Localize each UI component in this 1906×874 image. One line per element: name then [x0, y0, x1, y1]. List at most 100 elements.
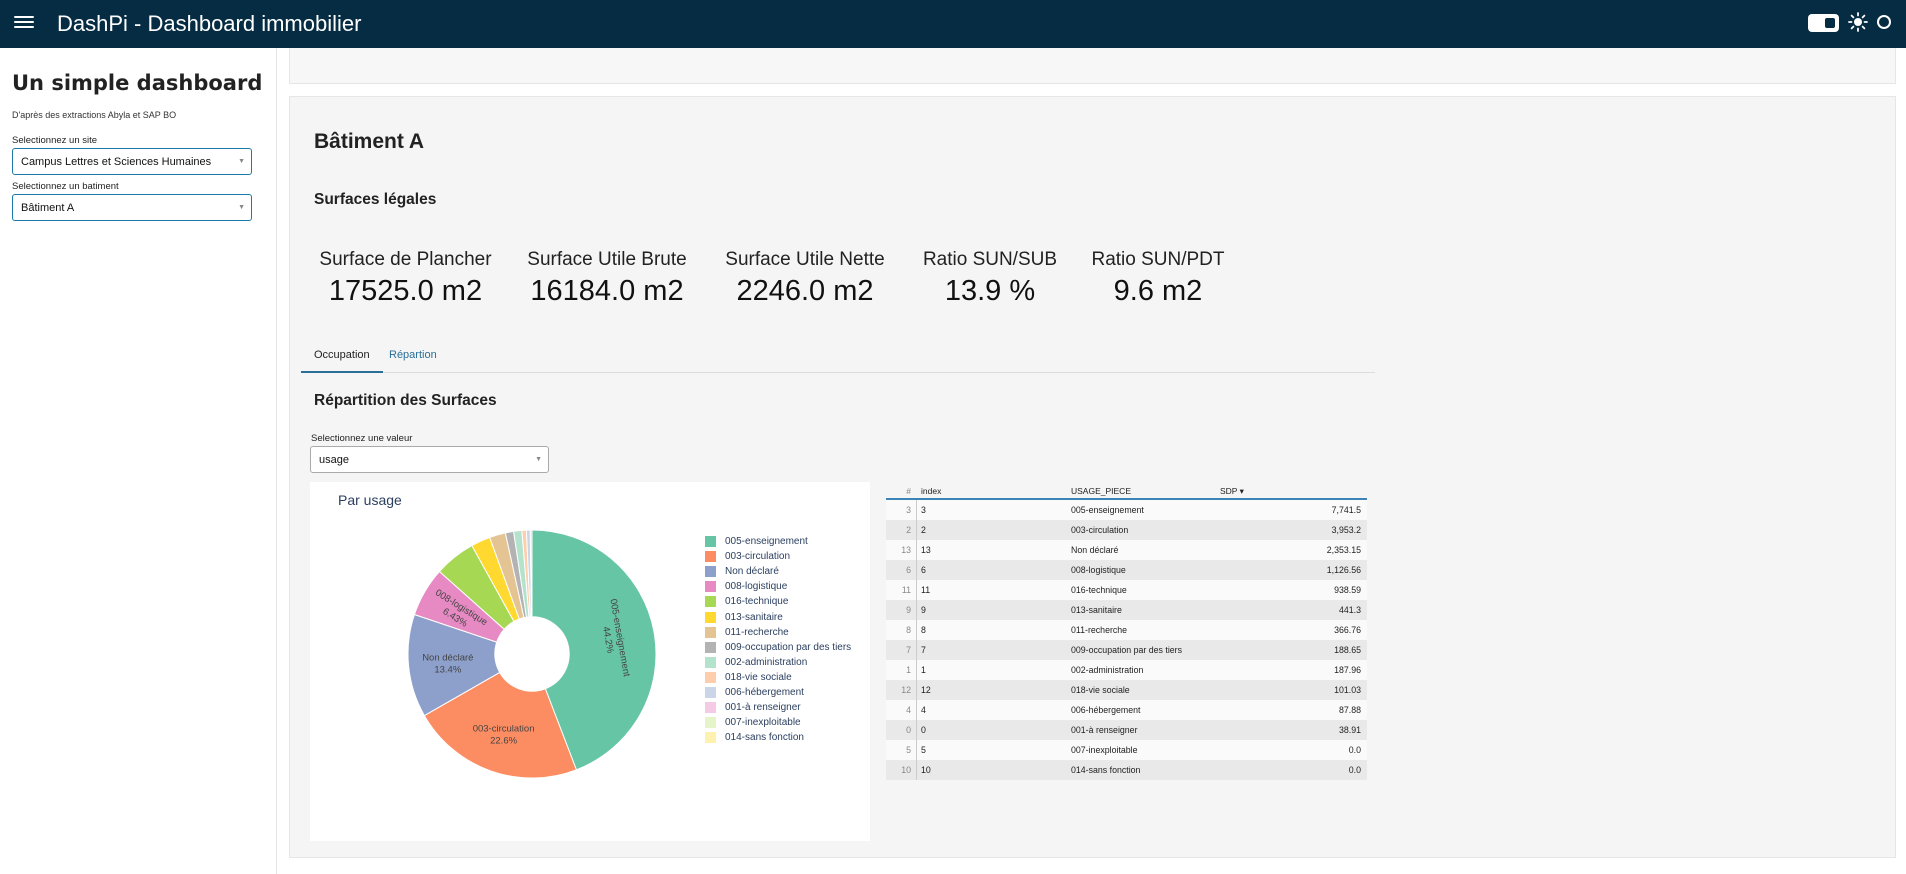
- table-row[interactable]: 8 8 011-recherche 366.76: [886, 620, 1367, 640]
- cell-usage: 013-sanitaire: [1071, 605, 1122, 615]
- table-row[interactable]: 4 4 006-hébergement 87.88: [886, 700, 1367, 720]
- table-row[interactable]: 10 10 014-sans fonction 0.0: [886, 760, 1367, 780]
- legend-label: 003-circulation: [725, 551, 791, 563]
- row-divider: [916, 500, 917, 520]
- slice-label-name: Non déclaré: [422, 652, 473, 663]
- legend-item[interactable]: 011-recherche: [705, 625, 851, 640]
- tab-repartion[interactable]: Répartion: [389, 349, 437, 361]
- cell-usage: 005-enseignement: [1071, 505, 1144, 515]
- cell-sdp: 87.88: [1338, 705, 1361, 715]
- pie-slice[interactable]: [529, 529, 533, 618]
- col-header-sdp[interactable]: SDP ▾: [1220, 486, 1244, 496]
- legend-item[interactable]: 016-technique: [705, 594, 851, 609]
- cell-index: 1: [921, 665, 926, 675]
- pie-slice[interactable]: [531, 529, 657, 771]
- cell-index: 3: [921, 505, 926, 515]
- pie-slice[interactable]: [423, 671, 578, 779]
- row-divider: [916, 580, 917, 600]
- legend-item[interactable]: 009-occupation par des tiers: [705, 640, 851, 655]
- col-header-index[interactable]: index: [921, 486, 942, 496]
- legend-item[interactable]: 014-sans fonction: [705, 730, 851, 745]
- batiment-title: Bâtiment A: [314, 130, 425, 153]
- cell-num: 13: [901, 545, 911, 555]
- legend-label: 002-administration: [725, 656, 808, 668]
- legend-label: 008-logistique: [725, 581, 788, 593]
- cell-sdp: 38.91: [1338, 725, 1361, 735]
- legend-label: 013-sanitaire: [725, 611, 783, 623]
- table-row[interactable]: 1 1 002-administration 187.96: [886, 660, 1367, 680]
- cell-index: 11: [921, 585, 931, 595]
- cell-index: 5: [921, 745, 926, 755]
- legend-item[interactable]: 006-hébergement: [705, 685, 851, 700]
- table-row[interactable]: 9 9 013-sanitaire 441.3: [886, 600, 1367, 620]
- legend-label: 007-inexploitable: [725, 717, 801, 729]
- row-divider: [916, 620, 917, 640]
- cell-sdp: 187.96: [1334, 665, 1361, 675]
- theme-toggle-switch[interactable]: [1808, 14, 1839, 32]
- moon-icon[interactable]: [1877, 15, 1891, 29]
- cell-index: 7: [921, 645, 926, 655]
- table-row[interactable]: 2 2 003-circulation 3,953.2: [886, 520, 1367, 540]
- sun-icon[interactable]: [1848, 12, 1868, 32]
- cell-num: 8: [906, 625, 911, 635]
- legend-swatch: [705, 656, 716, 668]
- cell-usage: 008-logistique: [1071, 565, 1126, 575]
- cell-usage: 016-technique: [1071, 585, 1127, 595]
- legend-item[interactable]: 008-logistique: [705, 579, 851, 594]
- legend-item[interactable]: 002-administration: [705, 655, 851, 670]
- table-row[interactable]: 13 13 Non déclaré 2,353.15: [886, 540, 1367, 560]
- legend-label: 018-vie sociale: [725, 671, 792, 683]
- surfaces-legales-title: Surfaces légales: [314, 191, 437, 208]
- cell-index: 0: [921, 725, 926, 735]
- legend-swatch: [705, 671, 716, 683]
- table-row[interactable]: 12 12 018-vie sociale 101.03: [886, 680, 1367, 700]
- metric-label: Surface de Plancher: [319, 249, 492, 270]
- sidebar: Un simple dashboard D'après des extracti…: [0, 48, 277, 874]
- batiment-select[interactable]: Bâtiment A ▼: [12, 194, 252, 221]
- chevron-down-icon: ▼: [238, 158, 245, 165]
- legend-item[interactable]: 001-à renseigner: [705, 700, 851, 715]
- data-table: # index USAGE_PIECE SDP ▾ 3 3 005-enseigne…: [886, 482, 1367, 780]
- legend-swatch: [705, 702, 716, 714]
- col-header-usage[interactable]: USAGE_PIECE: [1071, 486, 1131, 496]
- table-row[interactable]: 7 7 009-occupation par des tiers 188.65: [886, 640, 1367, 660]
- cell-usage: Non déclaré: [1071, 545, 1119, 555]
- legend-swatch: [705, 566, 716, 578]
- tab-occupation[interactable]: Occupation: [301, 342, 383, 373]
- site-select[interactable]: Campus Lettres et Sciences Humaines ▼: [12, 148, 252, 175]
- legend-label: 016-technique: [725, 596, 789, 608]
- metric-value: 9.6 m2: [1113, 275, 1203, 307]
- metric-value: 16184.0 m2: [530, 275, 684, 307]
- cell-index: 8: [921, 625, 926, 635]
- legend-item[interactable]: 005-enseignement: [705, 534, 851, 549]
- legend-item[interactable]: 003-circulation: [705, 549, 851, 564]
- cell-num: 9: [906, 605, 911, 615]
- cell-num: 5: [906, 745, 911, 755]
- legend-item[interactable]: 013-sanitaire: [705, 609, 851, 624]
- cell-usage: 011-recherche: [1071, 625, 1128, 635]
- valeur-select[interactable]: usage ▼: [310, 446, 549, 473]
- metric-value: 17525.0 m2: [328, 275, 483, 307]
- table-row[interactable]: 11 11 016-technique 938.59: [886, 580, 1367, 600]
- table-row[interactable]: 0 0 001-à renseigner 38.91: [886, 720, 1367, 740]
- legend-swatch: [705, 596, 716, 608]
- cell-sdp: 1,126.56: [1326, 565, 1361, 575]
- valeur-select-label: Selectionnez une valeur: [311, 433, 413, 444]
- legend-item[interactable]: 007-inexploitable: [705, 715, 851, 730]
- metric-value: 13.9 %: [944, 275, 1036, 307]
- cell-num: 2: [906, 525, 911, 535]
- cell-sdp: 7,741.5: [1331, 505, 1361, 515]
- cell-sdp: 0.0: [1348, 745, 1361, 755]
- metric-surface-utile-brute: Surface Utile Brute 16184.0 m2: [524, 249, 690, 308]
- sidebar-subtitle: D'après des extractions Abyla et SAP BO: [12, 110, 177, 120]
- legend-item[interactable]: Non déclaré: [705, 564, 851, 579]
- table-row[interactable]: 6 6 008-logistique 1,126.56: [886, 560, 1367, 580]
- pie-slice[interactable]: [407, 613, 501, 717]
- table-row[interactable]: 5 5 007-inexploitable 0.0: [886, 740, 1367, 760]
- cell-index: 9: [921, 605, 926, 615]
- site-select-label: Selectionnez un site: [12, 135, 98, 146]
- table-row[interactable]: 3 3 005-enseignement 7,741.5: [886, 500, 1367, 520]
- legend-item[interactable]: 018-vie sociale: [705, 670, 851, 685]
- hamburger-menu-icon[interactable]: [14, 13, 34, 31]
